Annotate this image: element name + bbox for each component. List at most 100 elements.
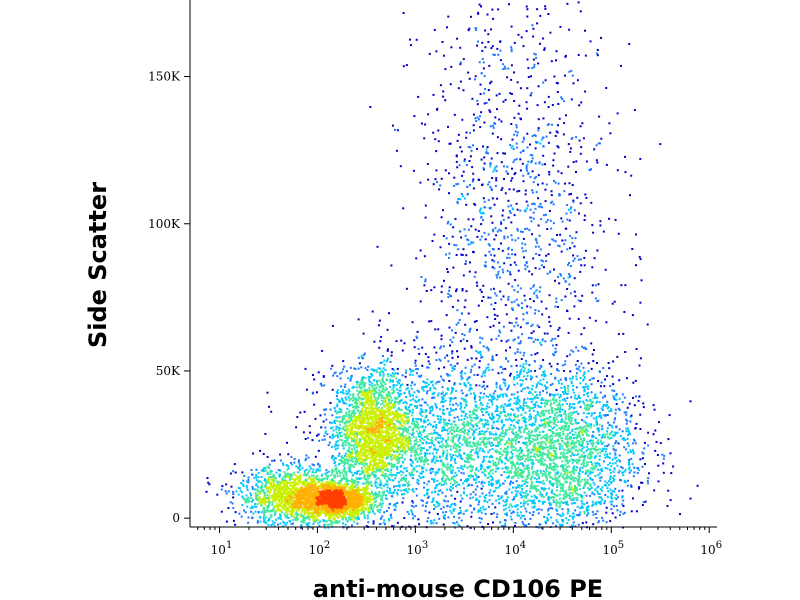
data-point [464, 428, 467, 431]
data-point [433, 386, 436, 389]
data-point [370, 446, 373, 449]
data-point [538, 444, 541, 447]
data-point [362, 384, 365, 386]
data-point [341, 434, 344, 437]
data-point [317, 371, 320, 374]
data-point [432, 414, 435, 417]
data-point [458, 442, 461, 445]
data-point [342, 522, 344, 525]
data-point [347, 486, 350, 489]
data-point [554, 351, 556, 354]
data-point [389, 428, 392, 431]
data-point [378, 319, 381, 322]
data-point [354, 421, 357, 424]
data-point [404, 401, 407, 403]
data-point [343, 454, 346, 457]
data-point [394, 458, 397, 460]
data-point [467, 442, 470, 445]
data-point [515, 495, 518, 498]
data-point [366, 427, 369, 430]
data-point [511, 438, 514, 440]
data-point [396, 420, 399, 423]
data-point [408, 513, 410, 515]
data-point [350, 509, 353, 511]
data-point [303, 487, 306, 490]
data-point [342, 447, 345, 450]
data-point [462, 472, 465, 475]
data-point [469, 476, 472, 479]
data-point [377, 477, 380, 480]
data-point [452, 409, 455, 412]
data-point [349, 466, 352, 469]
data-point [446, 388, 449, 391]
data-point [357, 432, 360, 435]
data-point [357, 318, 360, 321]
data-point [348, 399, 351, 402]
data-point [365, 455, 368, 458]
data-point [519, 462, 522, 465]
data-point [507, 476, 510, 479]
data-point [349, 454, 352, 457]
data-point [447, 432, 450, 435]
data-point [380, 394, 383, 396]
data-point [437, 392, 440, 395]
data-point [455, 408, 457, 411]
data-point [371, 472, 374, 474]
data-point [331, 414, 334, 417]
data-point [371, 442, 373, 445]
data-point [458, 525, 461, 528]
data-point [371, 495, 374, 498]
data-point [372, 368, 375, 371]
data-point [386, 425, 389, 428]
data-point [384, 422, 387, 425]
data-point [546, 410, 549, 413]
data-point [367, 506, 370, 509]
data-point [352, 405, 355, 408]
data-point [483, 450, 486, 453]
data-point [382, 413, 385, 416]
data-point [352, 415, 355, 418]
data-point [352, 421, 354, 424]
data-point [459, 457, 462, 459]
data-point [377, 436, 380, 438]
data-point [360, 450, 362, 453]
data-point [464, 323, 467, 326]
data-point [463, 479, 466, 482]
data-point [482, 439, 485, 442]
data-point [468, 410, 471, 413]
data-point [535, 478, 538, 481]
data-point [384, 445, 387, 448]
data-point [342, 509, 345, 511]
data-point [418, 430, 421, 433]
data-point [459, 506, 462, 509]
data-point [290, 502, 293, 505]
data-point [529, 440, 532, 443]
data-point [411, 489, 414, 492]
data-point [385, 510, 388, 512]
data-point [375, 426, 378, 429]
data-point [391, 380, 394, 383]
data-point [363, 420, 366, 423]
data-point [346, 370, 348, 373]
data-point [471, 445, 474, 448]
data-point [345, 474, 348, 477]
data-point [348, 490, 351, 493]
data-point [513, 383, 516, 386]
data-point [460, 431, 463, 433]
data-point [380, 396, 383, 399]
data-point [368, 410, 371, 413]
data-point [389, 462, 392, 465]
data-point [381, 434, 384, 437]
data-point [340, 478, 343, 481]
data-point [480, 482, 483, 485]
data-point [449, 505, 451, 508]
data-point [362, 471, 365, 474]
data-point [401, 448, 404, 451]
data-point [350, 457, 353, 460]
data-point [422, 389, 425, 392]
data-point [504, 492, 507, 495]
data-point [384, 523, 386, 526]
data-point [356, 399, 358, 402]
data-point [383, 452, 386, 454]
